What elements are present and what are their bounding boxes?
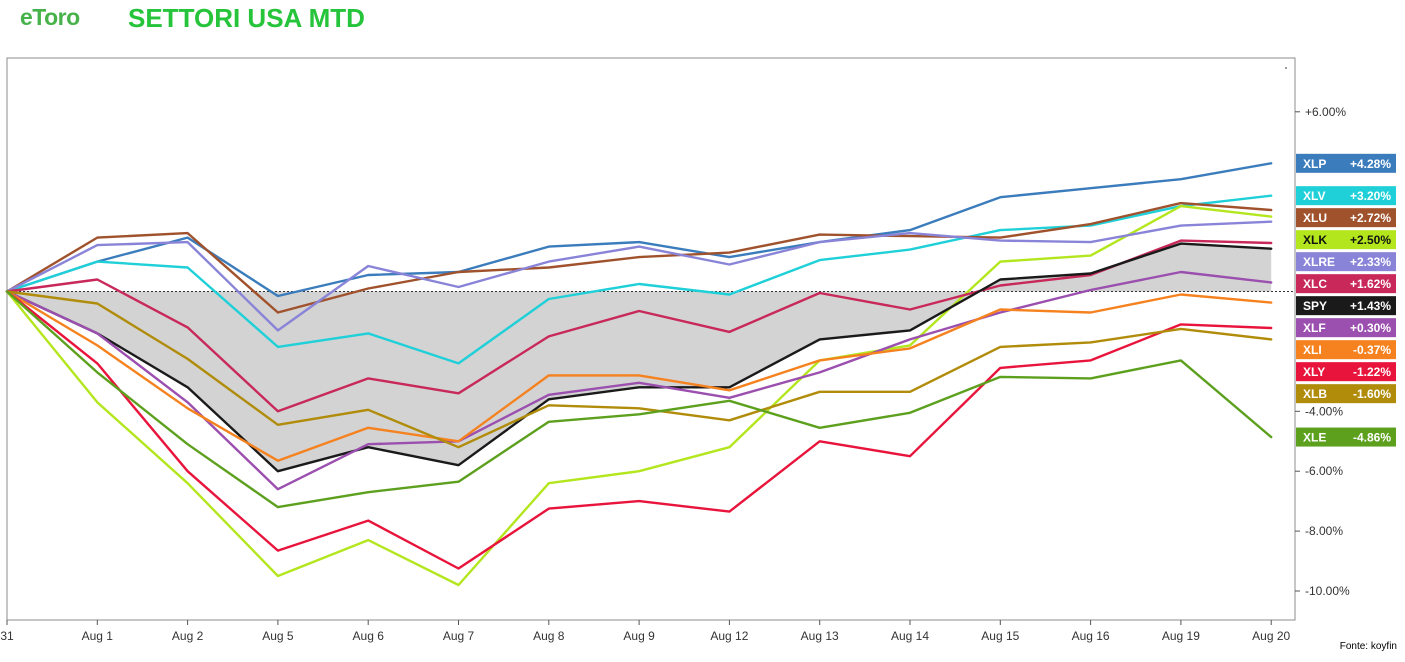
- series-line-xlf: [5, 270, 1273, 491]
- y-tick-label: -4.00%: [1305, 404, 1343, 418]
- plot-frame: [6, 57, 1296, 621]
- series-tag-value: +2.50%: [1350, 233, 1391, 247]
- series-tag-name: XLU: [1303, 211, 1327, 225]
- spy-shaded-area: [7, 243, 1272, 472]
- etoro-logo: eToro: [20, 4, 80, 30]
- y-tick-label: -8.00%: [1305, 524, 1343, 538]
- series-tag-name: XLC: [1303, 277, 1327, 291]
- x-tick-label: Aug 15: [981, 629, 1019, 643]
- series-line-xlk: [5, 204, 1273, 587]
- series-tag-value: -4.86%: [1353, 431, 1391, 445]
- x-tick-label: Aug 19: [1162, 629, 1200, 643]
- series-tag-xlf: [1296, 318, 1396, 338]
- series-line-xlu: [5, 201, 1273, 314]
- series-tag-xlb: [1296, 384, 1396, 404]
- series-tag-value: +2.33%: [1350, 255, 1391, 269]
- series-tag-value: +0.30%: [1350, 321, 1391, 335]
- series-tag-xlv: [1296, 186, 1396, 206]
- series-tag-value: -1.60%: [1353, 387, 1391, 401]
- series-tag-name: XLB: [1303, 387, 1327, 401]
- series-line-xlp: [5, 162, 1273, 298]
- source-note: Fonte: koyfin: [1339, 641, 1397, 652]
- series-tag-name: SPY: [1303, 299, 1327, 313]
- series-tag-name: XLK: [1303, 233, 1327, 247]
- series-line-xlre: [5, 220, 1273, 332]
- series-tag-value: +4.28%: [1350, 157, 1391, 171]
- x-tick-label: Aug 13: [801, 629, 839, 643]
- series-tag-value: +1.62%: [1350, 277, 1391, 291]
- series-line-xle: [5, 290, 1273, 509]
- series-line-xlb: [5, 290, 1273, 449]
- x-tick-label: Aug 20: [1252, 629, 1290, 643]
- x-tick-label: Aug 16: [1072, 629, 1110, 643]
- series-tag-xli: [1296, 340, 1396, 360]
- series-tag-xly: [1296, 362, 1396, 382]
- chart-title: SETTORI USA MTD: [128, 3, 365, 33]
- x-tick-label: Aug 1: [82, 629, 114, 643]
- series-tag-xle: [1296, 427, 1396, 447]
- x-tick-label: Aug 12: [710, 629, 748, 643]
- series-tag-name: XLP: [1303, 157, 1326, 171]
- series-tag-xlp: [1296, 153, 1396, 173]
- x-tick-label: Aug 14: [891, 629, 929, 643]
- series-tag-xlre: [1296, 252, 1396, 272]
- x-tick-label: Aug 6: [353, 629, 385, 643]
- series-tag-name: XLE: [1303, 431, 1326, 445]
- series-line-spy: [5, 242, 1273, 473]
- series-tag-name: XLI: [1303, 343, 1322, 357]
- y-tick-label: +6.00%: [1305, 105, 1346, 119]
- series-line-xly: [5, 290, 1273, 570]
- y-tick-label: -10.00%: [1305, 584, 1350, 598]
- x-tick-label: Aug 5: [262, 629, 294, 643]
- x-tick-label: 31: [0, 629, 14, 643]
- x-tick-label: Aug 8: [533, 629, 565, 643]
- series-tag-value: +2.72%: [1350, 211, 1391, 225]
- series-tag-name: XLF: [1303, 321, 1326, 335]
- series-tag-spy: [1296, 296, 1396, 316]
- series-tag-value: +1.43%: [1350, 299, 1391, 313]
- x-tick-label: Aug 2: [172, 629, 204, 643]
- y-tick-label: -6.00%: [1305, 464, 1343, 478]
- series-tag-value: -0.37%: [1353, 343, 1391, 357]
- series-tag-value: +3.20%: [1350, 189, 1391, 203]
- series-line-xlv: [5, 194, 1273, 365]
- series-line-xli: [5, 290, 1273, 462]
- x-tick-label: Aug 7: [443, 629, 475, 643]
- series-tag-name: XLY: [1303, 365, 1325, 379]
- series-tag-value: -1.22%: [1353, 365, 1391, 379]
- series-tag-xlu: [1296, 208, 1396, 228]
- corner-dot: [1285, 67, 1287, 69]
- series-tag-name: XLRE: [1303, 255, 1335, 269]
- x-tick-label: Aug 9: [623, 629, 655, 643]
- series-tag-xlk: [1296, 230, 1396, 250]
- series-line-xlc: [5, 239, 1273, 413]
- series-tag-xlc: [1296, 274, 1396, 294]
- series-tag-name: XLV: [1303, 189, 1325, 203]
- header: eToro SETTORI USA MTD: [0, 0, 1405, 50]
